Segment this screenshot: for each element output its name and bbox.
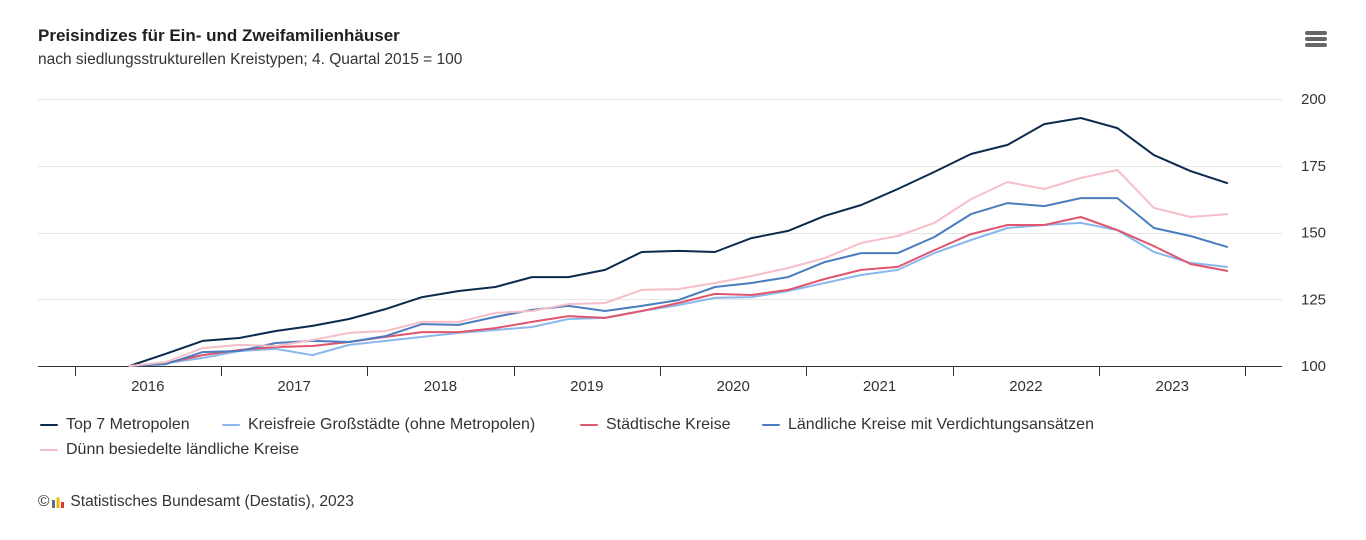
- legend-symbol: [762, 424, 780, 426]
- chart-credits: © Statistisches Bundesamt (Destatis), 20…: [38, 492, 354, 512]
- y-tick-label-100: 100: [1301, 358, 1326, 375]
- y-tick-label-150: 150: [1301, 225, 1326, 242]
- legend-symbol: [222, 424, 240, 426]
- menu-icon-bar: [1305, 43, 1327, 47]
- y-tick-label-175: 175: [1301, 158, 1326, 175]
- legend-symbol: [580, 424, 598, 426]
- x-tick-label-2022: 2022: [1009, 378, 1042, 395]
- legend-symbol: [40, 449, 58, 451]
- legend-label: Ländliche Kreise mit Verdichtungsansätze…: [788, 416, 1094, 433]
- legend-label: Top 7 Metropolen: [66, 416, 190, 433]
- x-axis-ticks: [75, 366, 1246, 376]
- series-line-staedtische-kreise[interactable]: [128, 216, 1229, 367]
- y-tick-label-200: 200: [1301, 91, 1326, 108]
- menu-icon-bar: [1305, 37, 1327, 41]
- menu-icon-bar: [1305, 31, 1327, 35]
- x-tick-label-2019: 2019: [570, 378, 603, 395]
- chart-subtitle: nach siedlungsstrukturellen Kreistypen; …: [38, 51, 463, 68]
- legend-label: Städtische Kreise: [606, 416, 731, 433]
- source-credit: Statistisches Bundesamt (Destatis), 2023: [70, 493, 354, 510]
- x-tick-label-2016: 2016: [131, 378, 164, 395]
- x-axis-labels: 2016 2017 2018 2019 2020 2021 2022 2023: [131, 378, 1189, 395]
- chart-title: Preisindizes für Ein- und Zweifamilienhä…: [38, 26, 400, 45]
- x-tick-label-2017: 2017: [277, 378, 310, 395]
- legend-item-staedtische-kreise[interactable]: Städtische Kreise: [580, 415, 731, 435]
- series-line-duenn-besiedelte-laendliche-kreise[interactable]: [128, 169, 1229, 367]
- legend-item-kreisfreie-grossstaedte[interactable]: Kreisfreie Großstädte (ohne Metropolen): [222, 415, 535, 435]
- series-lines: [128, 117, 1229, 367]
- series-line-top-7-metropolen[interactable]: [128, 117, 1229, 367]
- y-axis-labels: 100 125 150 175 200: [1301, 91, 1326, 375]
- legend-label: Dünn besiedelte ländliche Kreise: [66, 441, 300, 458]
- chart-menu-button[interactable]: [1302, 27, 1330, 51]
- legend-item-duenn-besiedelte-kreise[interactable]: Dünn besiedelte ländliche Kreise: [40, 440, 299, 460]
- copyright-symbol: ©: [38, 493, 50, 510]
- legend-item-laendliche-kreise[interactable]: Ländliche Kreise mit Verdichtungsansätze…: [762, 415, 1094, 435]
- x-tick-label-2023: 2023: [1156, 378, 1189, 395]
- legend-item-top-7-metropolen[interactable]: Top 7 Metropolen: [40, 415, 190, 435]
- destatis-logo-icon: [52, 497, 65, 508]
- legend-symbol: [40, 424, 58, 426]
- x-tick-label-2018: 2018: [424, 378, 457, 395]
- x-tick-label-2020: 2020: [716, 378, 749, 395]
- x-tick-label-2021: 2021: [863, 378, 896, 395]
- gridlines: [38, 99, 1282, 300]
- y-tick-label-125: 125: [1301, 291, 1326, 308]
- series-line-kreisfreie-grossstaedte-ohne-metropolen[interactable]: [128, 221, 1229, 367]
- legend-label: Kreisfreie Großstädte (ohne Metropolen): [248, 416, 536, 433]
